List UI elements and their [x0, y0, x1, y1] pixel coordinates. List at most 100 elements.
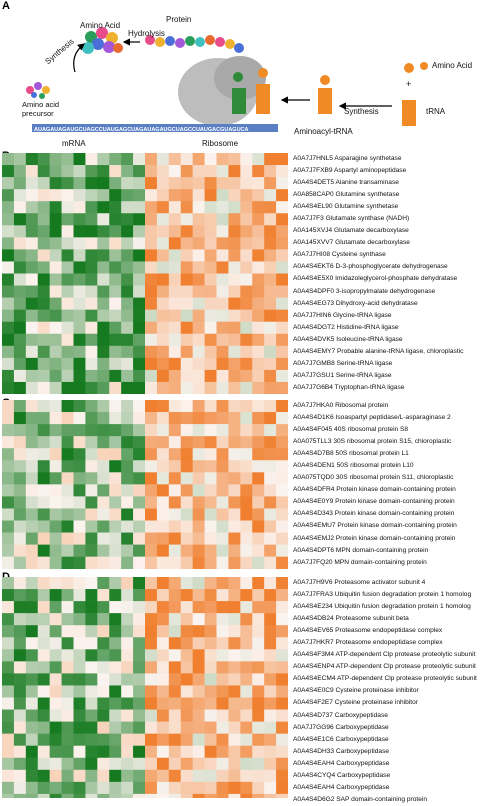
heatmap-cell: [2, 261, 14, 273]
heatmap-cell: [2, 685, 14, 697]
heatmap-cell: [193, 189, 205, 201]
heatmap-cell: [85, 746, 97, 758]
heatmap-cell: [252, 213, 264, 225]
heatmap-cell: [217, 310, 229, 322]
heatmap-cell: [217, 625, 229, 637]
heatmap-cell: [193, 436, 205, 448]
heatmap-cell: [26, 322, 38, 334]
heatmap-cell: [228, 601, 240, 613]
heatmap-cell: [26, 625, 38, 637]
heatmap-cell: [62, 346, 74, 358]
heatmap-cell: [228, 298, 240, 310]
heatmap-cell: [169, 685, 181, 697]
heatmap-cell: [169, 601, 181, 613]
heatmap-cell: [133, 533, 145, 545]
heatmap-cell: [62, 649, 74, 661]
heatmap-cell: [14, 710, 26, 722]
heatmap-cell: [38, 649, 50, 661]
heatmap-cell: [26, 213, 38, 225]
heatmap-cell: [26, 521, 38, 533]
heatmap-cell: [14, 436, 26, 448]
heatmap-cell: [228, 794, 240, 798]
heatmap-cell: [145, 625, 157, 637]
heatmap-cell: [133, 746, 145, 758]
heatmap-cell: [50, 484, 62, 496]
heatmap-cell: [252, 577, 264, 589]
heatmap-cell: [145, 589, 157, 601]
heatmap-cell: [2, 758, 14, 770]
heatmap-cell: [193, 460, 205, 472]
heatmap-cell: [62, 400, 74, 412]
heatmap-cell: [62, 782, 74, 794]
heatmap-row-label: A0A4S4EMY7 Probable alanine-tRNA ligase,…: [293, 346, 463, 358]
heatmap-cell: [217, 770, 229, 782]
heatmap-cell: [228, 424, 240, 436]
heatmap-cell: [133, 274, 145, 286]
heatmap-cell: [217, 649, 229, 661]
heatmap-cell: [133, 589, 145, 601]
heatmap-cell: [2, 770, 14, 782]
heatmap-cell: [276, 225, 288, 237]
heatmap-cell: [193, 625, 205, 637]
heatmap-cell: [228, 448, 240, 460]
heatmap-row-label: A0A7J7G6B4 Tryptophan-tRNA ligase: [293, 382, 463, 394]
heatmap-cell: [97, 722, 109, 734]
heatmap-cell: [121, 424, 133, 436]
heatmap-row-label: A0A075TQD0 30S ribosomal protein S11, ch…: [293, 472, 457, 484]
heatmap-cell: [276, 770, 288, 782]
heatmap-cell: [264, 412, 276, 424]
ribosome-graphic: [178, 56, 270, 126]
heatmap-cell: [157, 424, 169, 436]
heatmap-cell: [50, 177, 62, 189]
heatmap-cell: [169, 310, 181, 322]
heatmap-cell: [85, 472, 97, 484]
heatmap-cell: [157, 637, 169, 649]
heatmap-cell: [240, 685, 252, 697]
heatmap-cell: [85, 508, 97, 520]
heatmap-row-label: A0A7J7GG96 Carboxypeptidase: [293, 722, 477, 734]
heatmap-cell: [169, 286, 181, 298]
heatmap-cell: [145, 153, 157, 165]
heatmap-cell: [264, 201, 276, 213]
heatmap-cell: [97, 698, 109, 710]
heatmap-cell: [205, 496, 217, 508]
heatmap-cell: [50, 557, 62, 569]
heatmap-cell: [181, 322, 193, 334]
heatmap-cell: [264, 613, 276, 625]
heatmap-cell: [193, 770, 205, 782]
heatmap-cell: [240, 274, 252, 286]
heatmap-cell: [50, 382, 62, 394]
heatmap-cell: [85, 334, 97, 346]
heatmap-row-label: A0A4S4DGT2 Histidine-tRNA ligase: [293, 322, 463, 334]
heatmap-cell: [145, 770, 157, 782]
heatmap-cell: [109, 496, 121, 508]
heatmap-cell: [121, 577, 133, 589]
heatmap-cell: [2, 521, 14, 533]
heatmap-cell: [252, 261, 264, 273]
heatmap-cell: [121, 286, 133, 298]
heatmap-cell: [228, 382, 240, 394]
heatmap-cell: [264, 346, 276, 358]
heatmap-cell: [181, 577, 193, 589]
heatmap-cell: [133, 400, 145, 412]
heatmap-cell: [2, 274, 14, 286]
heatmap-cell: [145, 298, 157, 310]
heatmap-cell: [240, 758, 252, 770]
heatmap-cell: [62, 286, 74, 298]
heatmap-cell: [26, 382, 38, 394]
heatmap-row-label: A0A4S4EMU7 Protein kinase domain-contain…: [293, 520, 457, 532]
heatmap-cell: [38, 589, 50, 601]
heatmap-cell: [276, 460, 288, 472]
heatmap-cell: [38, 625, 50, 637]
heatmap-row-label: A0A4S4EG73 Dihydroxy-acid dehydratase: [293, 298, 463, 310]
heatmap-cell: [109, 521, 121, 533]
heatmap-cell: [193, 545, 205, 557]
heatmap-cell: [240, 484, 252, 496]
heatmap-cell: [14, 649, 26, 661]
heatmap-cell: [26, 310, 38, 322]
heatmap-cell: [169, 710, 181, 722]
heatmap-cell: [205, 424, 217, 436]
heatmap-cell: [14, 249, 26, 261]
heatmap-cell: [38, 436, 50, 448]
heatmap-cell: [228, 286, 240, 298]
